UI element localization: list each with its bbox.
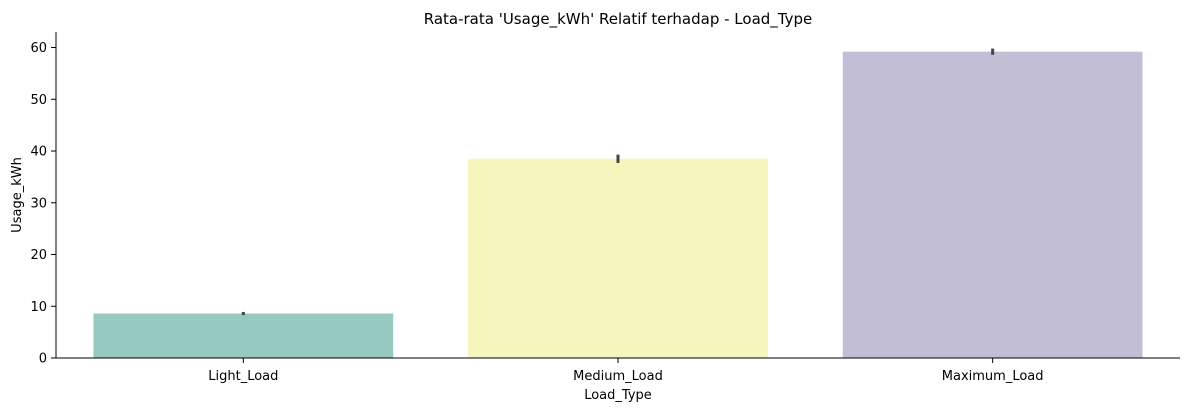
y-tick-label: 60 xyxy=(30,41,47,56)
y-tick-label: 0 xyxy=(39,352,47,367)
bar-maximum-load xyxy=(842,51,1143,359)
chart-title: Rata-rata 'Usage_kWh' Relatif terhadap -… xyxy=(424,10,813,29)
x-tick-label: Maximum_Load xyxy=(942,369,1044,384)
bar-medium-load xyxy=(468,158,768,358)
error-bars-group xyxy=(241,48,995,316)
x-axis-label: Load_Type xyxy=(584,388,652,403)
x-axis-ticks: Light_Load Medium_Load Maximum_Load xyxy=(208,358,1044,384)
y-tick-label: 30 xyxy=(30,196,47,211)
y-axis-label: Usage_kWh xyxy=(10,157,25,233)
bars-group xyxy=(93,51,1143,359)
y-axis-ticks: 0 10 20 30 40 50 60 xyxy=(30,41,56,367)
x-tick-label: Medium_Load xyxy=(573,369,663,384)
y-tick-label: 10 xyxy=(30,300,47,315)
y-tick-label: 50 xyxy=(30,93,47,108)
bar-light-load xyxy=(93,313,394,358)
x-tick-label: Light_Load xyxy=(208,369,278,384)
y-tick-label: 40 xyxy=(30,145,47,160)
y-tick-label: 20 xyxy=(30,248,47,263)
